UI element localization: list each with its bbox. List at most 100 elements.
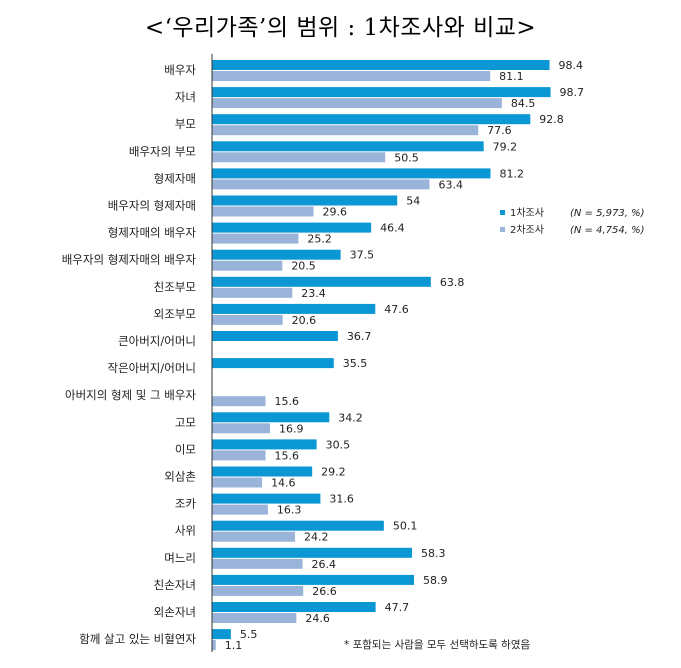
bar-series-2 (212, 98, 502, 109)
value-label-series-1: 31.6 (329, 493, 354, 506)
category-label: 배우자의 형제자매의 배우자 (62, 253, 197, 267)
bar-series-1 (212, 547, 412, 558)
value-label-series-1: 54 (406, 195, 420, 208)
bar-series-1 (212, 466, 313, 477)
legend-swatch-series-2 (500, 227, 505, 232)
value-label-series-2: 63.4 (438, 178, 463, 191)
category-label: 아버지의 형제 및 그 배우자 (65, 388, 196, 402)
category-label: 배우자 (164, 63, 196, 77)
value-label-series-1: 50.1 (393, 520, 418, 533)
bar-series-2 (212, 423, 270, 434)
value-label-series-1: 58.9 (423, 574, 448, 587)
bar-series-2 (212, 125, 479, 136)
value-label-series-2: 81.1 (499, 70, 523, 83)
value-label-series-2: 16.9 (279, 422, 304, 435)
bar-series-1 (212, 168, 491, 179)
legend-label-series-2: 2차조사 (510, 224, 544, 236)
category-label: 친손자녀 (154, 578, 196, 592)
value-label-series-1: 63.8 (440, 276, 465, 289)
category-label: 외손자녀 (154, 605, 196, 619)
value-label-series-2: 20.5 (291, 260, 316, 273)
bars-layer (212, 60, 551, 651)
value-label-series-2: 20.6 (292, 314, 317, 327)
value-label-series-1: 37.5 (350, 249, 375, 262)
bar-series-1 (212, 249, 341, 260)
legend-label-series-1: 1차조사 (510, 207, 544, 219)
bar-series-2 (212, 640, 216, 651)
category-label: 형제자매의 배우자 (108, 226, 197, 240)
bar-series-1 (212, 602, 376, 612)
bar-series-1 (212, 195, 398, 206)
bar-series-2 (212, 558, 303, 569)
value-label-series-2: 24.2 (304, 531, 329, 544)
value-label-series-1: 5.5 (240, 628, 257, 641)
bar-series-1 (212, 574, 415, 585)
category-label: 며느리 (164, 551, 196, 565)
value-label-series-2: 29.6 (323, 206, 348, 219)
bar-series-1 (212, 276, 431, 287)
value-label-series-1: 35.5 (343, 357, 368, 370)
category-label: 형제자매 (154, 171, 196, 185)
category-label: 친조부모 (154, 280, 196, 294)
bar-series-2 (212, 531, 296, 542)
value-label-series-1: 58.3 (421, 547, 446, 560)
bar-series-2 (212, 613, 297, 623)
category-label: 큰아버지/어머니 (118, 334, 196, 348)
bar-series-2 (212, 287, 293, 298)
category-label: 조카 (175, 497, 197, 511)
category-label: 외조부모 (154, 307, 196, 321)
value-label-series-2: 84.5 (511, 97, 535, 110)
legend-note-series-2: (N = 4,754, %) (570, 225, 645, 236)
bar-series-1 (212, 222, 372, 233)
value-label-series-1: 34.2 (338, 411, 363, 424)
bar-series-2 (212, 477, 263, 488)
bar-series-2 (212, 152, 386, 163)
category-label: 이모 (175, 442, 196, 456)
legend-note-series-1: (N = 5,973, %) (570, 208, 645, 219)
value-label-series-2: 14.6 (271, 477, 296, 490)
bar-series-1 (212, 629, 231, 640)
value-labels-layer: 98.4 81.1 98.7 84.5 92.8 77.6 79.2 50.5 81.2 63.4… (225, 59, 584, 652)
bar-series-2 (212, 450, 266, 461)
category-label: 배우자의 형제자매 (108, 199, 196, 213)
value-label-series-1: 47.7 (385, 601, 410, 614)
bar-series-1 (212, 331, 338, 341)
footnote: * 포함되는 사람을 모두 선택하도록 하였음 (344, 638, 530, 651)
category-label: 배우자의 부모 (129, 144, 196, 158)
legend: 1차조사 (N = 5,973, %) 2차조사 (N = 4,754, %) (500, 207, 645, 236)
bar-series-2 (212, 585, 304, 596)
chart-title: <‘우리가족’의 범위 : 1차조사와 비교> (144, 15, 537, 41)
value-label-series-1: 30.5 (326, 438, 351, 451)
bar-series-1 (212, 114, 531, 125)
legend-swatch-series-1 (500, 210, 505, 215)
value-label-series-1: 98.4 (559, 59, 584, 72)
value-label-series-2: 23.4 (301, 287, 326, 300)
bar-series-1 (212, 60, 550, 70)
bar-series-1 (212, 303, 376, 314)
category-label: 부모 (175, 117, 196, 131)
category-label: 작은아버지/어머니 (107, 361, 196, 375)
bar-series-1 (212, 87, 551, 98)
value-label-series-1: 46.4 (380, 222, 405, 235)
bar-series-2 (212, 314, 283, 325)
value-label-series-2: 24.6 (305, 612, 330, 625)
value-label-series-1: 81.2 (500, 167, 525, 180)
bar-series-2 (212, 206, 314, 217)
value-label-series-1: 79.2 (493, 140, 518, 153)
bar-series-2 (212, 179, 430, 190)
bar-series-1 (212, 412, 330, 423)
bar-series-2 (212, 504, 268, 515)
bar-series-2 (212, 71, 491, 81)
value-label-series-2: 25.2 (307, 233, 332, 246)
value-label-series-2: 77.6 (487, 124, 512, 137)
category-label: 자녀 (175, 90, 196, 104)
value-label-series-2: 1.1 (225, 639, 243, 652)
bar-series-2 (212, 260, 283, 271)
value-label-series-2: 16.3 (277, 504, 302, 517)
bar-series-1 (212, 520, 384, 531)
value-label-series-2: 50.5 (394, 151, 419, 164)
bar-series-2 (212, 233, 299, 244)
value-label-series-2: 26.4 (312, 558, 337, 571)
value-label-series-1: 36.7 (347, 330, 372, 343)
value-label-series-1: 92.8 (539, 113, 564, 126)
